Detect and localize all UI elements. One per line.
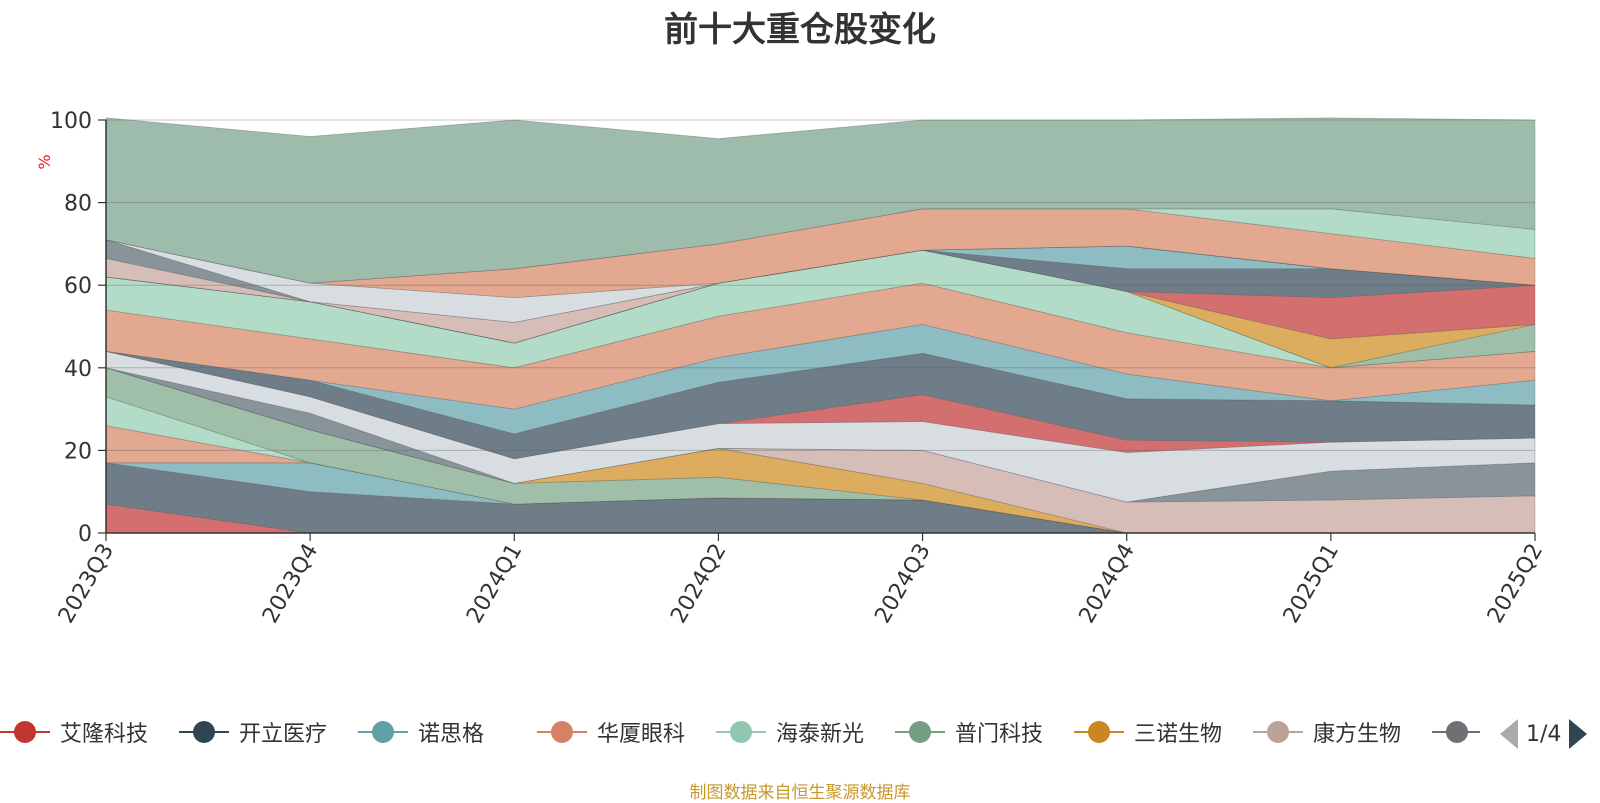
x-tick-label: 2025Q2 bbox=[1483, 540, 1548, 628]
legend-marker-icon bbox=[179, 721, 229, 743]
source-note: 制图数据来自恒生聚源数据库 bbox=[689, 783, 911, 803]
area-series-7 bbox=[105, 367, 1535, 534]
y-tick-label: 40 bbox=[64, 357, 92, 382]
y-tick-label: 100 bbox=[50, 109, 92, 134]
legend-marker-icon bbox=[358, 721, 408, 743]
area-series-9 bbox=[105, 367, 1536, 503]
y-tick-label: 80 bbox=[64, 192, 92, 217]
x-tick-label: 2024Q4 bbox=[1075, 540, 1140, 628]
x-tick-label: 2023Q3 bbox=[54, 540, 119, 628]
legend-marker-icon bbox=[537, 721, 587, 743]
legend-label: 开立医疗 bbox=[239, 722, 328, 747]
legend-item[interactable]: 普门科技 bbox=[895, 712, 1043, 752]
legend-label: 诺思格 bbox=[418, 722, 485, 747]
y-tick-label: 20 bbox=[64, 439, 92, 464]
grid-lines bbox=[106, 119, 1535, 451]
x-tick-label: 2024Q3 bbox=[870, 540, 935, 628]
legend-marker-icon bbox=[1253, 721, 1303, 743]
legend-marker-icon bbox=[895, 721, 945, 743]
area-series-8 bbox=[105, 367, 1536, 534]
legend-label: 艾隆科技 bbox=[60, 722, 149, 747]
area-series-group bbox=[105, 117, 1536, 534]
legend-item[interactable]: 康方生物 bbox=[1253, 712, 1401, 752]
legend-prev-icon[interactable] bbox=[1500, 719, 1518, 749]
chart-title: 前十大重仓股变化 bbox=[664, 10, 936, 50]
legend-label: 普门科技 bbox=[955, 722, 1044, 747]
legend-item[interactable]: 诺思格 bbox=[358, 712, 484, 752]
legend-marker-icon bbox=[0, 721, 50, 743]
legend-label: 康方生物 bbox=[1313, 722, 1402, 747]
legend-item[interactable]: 开立医疗 bbox=[179, 712, 327, 752]
area-series-12 bbox=[105, 350, 1536, 460]
legend-marker-icon bbox=[716, 721, 766, 743]
x-tick-label: 2024Q1 bbox=[462, 540, 527, 628]
legend-item[interactable]: 艾隆科技 bbox=[0, 712, 148, 752]
stacked-area-chart: 0 20 40 60 80 100% 2023Q3 2023Q4 2024Q1 2024Q2 202… bbox=[35, 109, 1548, 628]
legend: 艾隆科技 开立医疗 诺思格 华厦眼科 海泰新光 普门科技 三诺生物 康方生物 益丰药房 bbox=[0, 712, 1480, 752]
legend-label: 海泰新光 bbox=[776, 722, 865, 747]
legend-page-indicator: 1/4 bbox=[1526, 721, 1562, 747]
x-tick-label: 2023Q4 bbox=[258, 540, 323, 628]
x-tick-label: 2025Q1 bbox=[1279, 540, 1344, 628]
legend-item[interactable]: 益丰药房 bbox=[1432, 712, 1480, 752]
legend-marker-icon bbox=[1432, 721, 1480, 743]
x-tick-label: 2024Q2 bbox=[666, 540, 731, 628]
legend-item[interactable]: 三诺生物 bbox=[1074, 712, 1222, 752]
y-tick-label: 0 bbox=[78, 522, 92, 547]
legend-item[interactable]: 海泰新光 bbox=[716, 712, 864, 752]
legend-pager: 1/4 bbox=[1500, 717, 1588, 751]
legend-item[interactable]: 华厦眼科 bbox=[537, 712, 685, 752]
area-series-26 bbox=[105, 117, 1536, 284]
legend-label: 华厦眼科 bbox=[597, 722, 686, 747]
legend-marker-icon bbox=[1074, 721, 1124, 743]
y-axis-label: % bbox=[35, 154, 54, 169]
legend-label: 三诺生物 bbox=[1134, 722, 1223, 747]
legend-next-icon[interactable] bbox=[1569, 719, 1588, 749]
y-tick-label: 60 bbox=[64, 274, 92, 299]
